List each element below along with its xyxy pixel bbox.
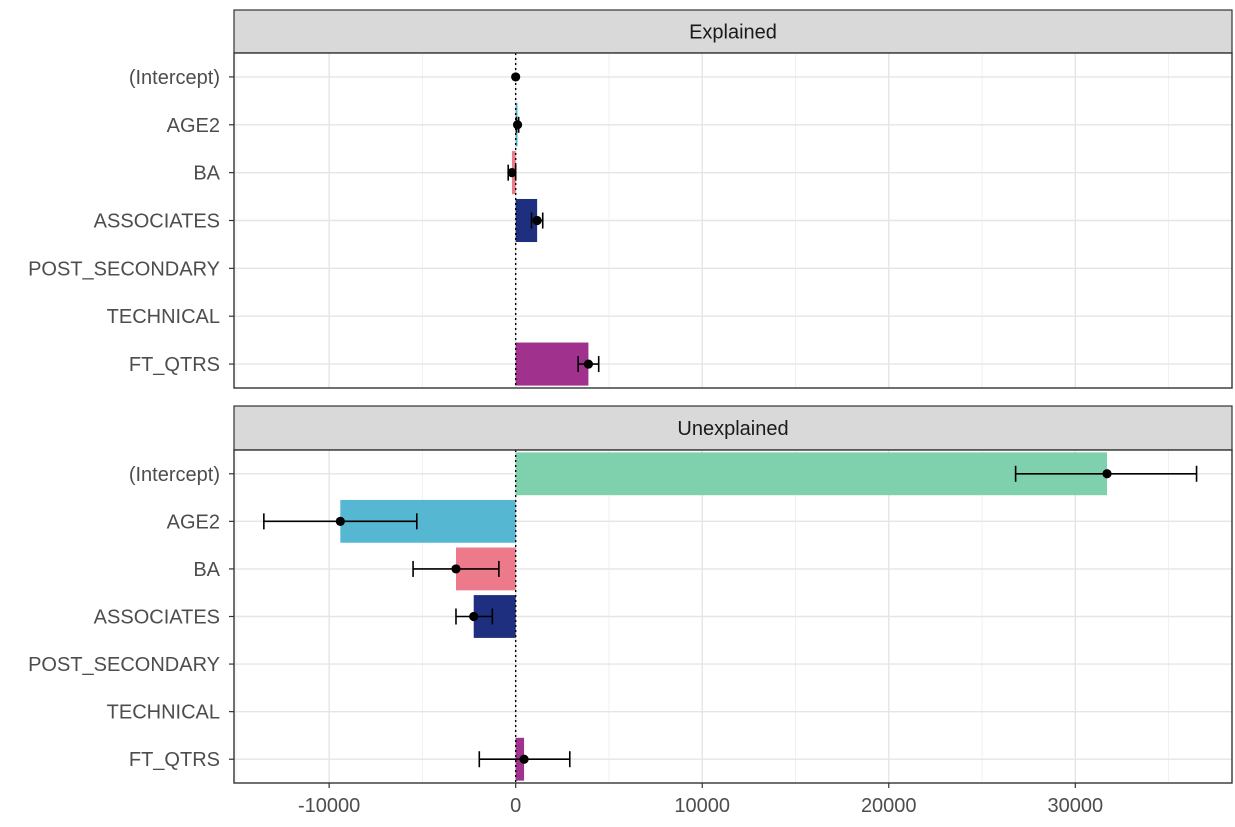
facet-panel-unexplained: Unexplained (Intercept) AGE2 BA ASSOCIATES PO… [28, 405, 1233, 784]
estimate-point [507, 168, 517, 178]
category-label: POST_SECONDARY [28, 654, 220, 676]
facet-strip [233, 405, 1233, 451]
facet-panel-explained: Explained (Intercept) AGE2 BA ASSOCIATES POST… [28, 9, 1233, 389]
bar-ft-qtrs [515, 342, 589, 386]
category-label: BA [193, 559, 220, 581]
estimate-point [1102, 469, 1112, 479]
category-label: (Intercept) [129, 67, 220, 89]
category-label: FT_QTRS [129, 749, 220, 771]
estimate-point [519, 754, 529, 764]
facet-strip-label: Explained [689, 22, 777, 44]
estimate-point [335, 516, 345, 526]
estimate-point [532, 215, 542, 226]
category-label: AGE2 [167, 115, 220, 137]
estimate-point [451, 564, 461, 574]
estimate-point [469, 611, 479, 622]
x-tick-label: 0 [510, 795, 521, 817]
facet-strip-label: Unexplained [677, 418, 788, 440]
category-label: TECHNICAL [107, 306, 220, 328]
category-label: FT_QTRS [129, 354, 220, 376]
category-label: ASSOCIATES [94, 211, 220, 233]
bar--intercept- [515, 452, 1108, 496]
category-label: BA [193, 163, 220, 185]
bar-associates [515, 198, 538, 243]
estimate-point [512, 120, 523, 130]
estimate-point [583, 359, 594, 369]
facet-strip [233, 9, 1233, 54]
category-label: ASSOCIATES [94, 607, 220, 629]
x-tick-label: 30000 [1047, 795, 1103, 817]
x-tick-label: 20000 [861, 795, 917, 817]
estimate-point [511, 72, 521, 82]
category-label: AGE2 [167, 511, 220, 533]
category-label: POST_SECONDARY [28, 258, 220, 280]
category-label: (Intercept) [129, 464, 220, 486]
x-tick-label: 10000 [674, 795, 730, 817]
category-label: TECHNICAL [107, 702, 220, 724]
x-tick-label: -10000 [298, 795, 360, 817]
